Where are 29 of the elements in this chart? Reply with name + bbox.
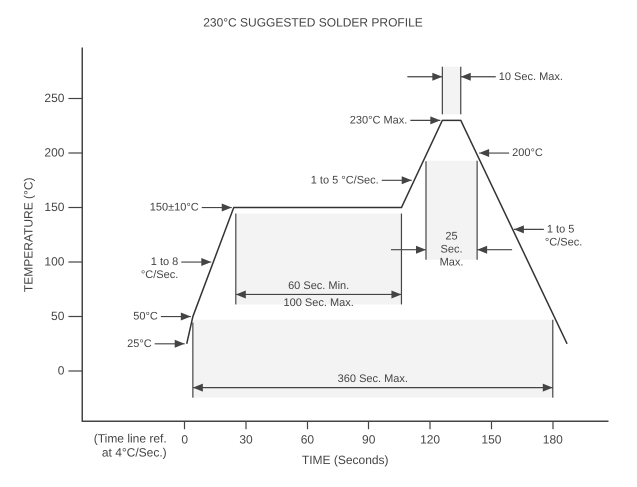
band-label: 60 Sec. Min. 100 Sec. Max. <box>283 280 354 309</box>
band-label: 360 Sec. Max. <box>338 373 408 386</box>
band-label: 25 Sec. Max. <box>440 230 464 269</box>
text: (Time line ref. at 4°C/Sec.) <box>94 432 167 460</box>
annotation: 230°C Max. <box>350 114 408 126</box>
x-axis-title: TIME (Seconds) <box>302 453 389 468</box>
x-tick-label: 120 <box>420 432 440 447</box>
band-label: 10 Sec. Max. <box>498 70 563 83</box>
x-tick-label: 0 <box>181 432 188 447</box>
x-tick-label: 30 <box>239 432 254 447</box>
y-tick-label: 0 <box>58 363 65 378</box>
annotation: 1 to 5 °C/Sec. <box>310 174 379 186</box>
x-tick-label: 180 <box>542 432 564 447</box>
x-tick-label: 150 <box>481 432 502 447</box>
y-tick-label: 100 <box>44 254 65 268</box>
y-tick-label: 50 <box>51 308 65 323</box>
annotation: 50°C <box>133 310 158 323</box>
chart-title: 230°C SUGGESTED SOLDER PROFILE <box>203 16 423 30</box>
annotation: 200°C <box>512 147 543 160</box>
y-tick-label: 200 <box>44 145 65 160</box>
y-tick-label: 250 <box>44 90 65 105</box>
annotation: 1 to 8 °C/Sec. <box>140 256 178 282</box>
x-tick-label: 90 <box>362 432 376 447</box>
annotation: 25°C <box>127 338 152 350</box>
annotation: 1 to 5 °C/Sec. <box>544 223 582 248</box>
x-tick-label: 60 <box>300 432 314 447</box>
annotation: 150±10°C <box>150 202 199 214</box>
y-axis-title: TEMPERATURE (°C) <box>22 178 36 292</box>
y-tick-label: 150 <box>44 200 65 214</box>
